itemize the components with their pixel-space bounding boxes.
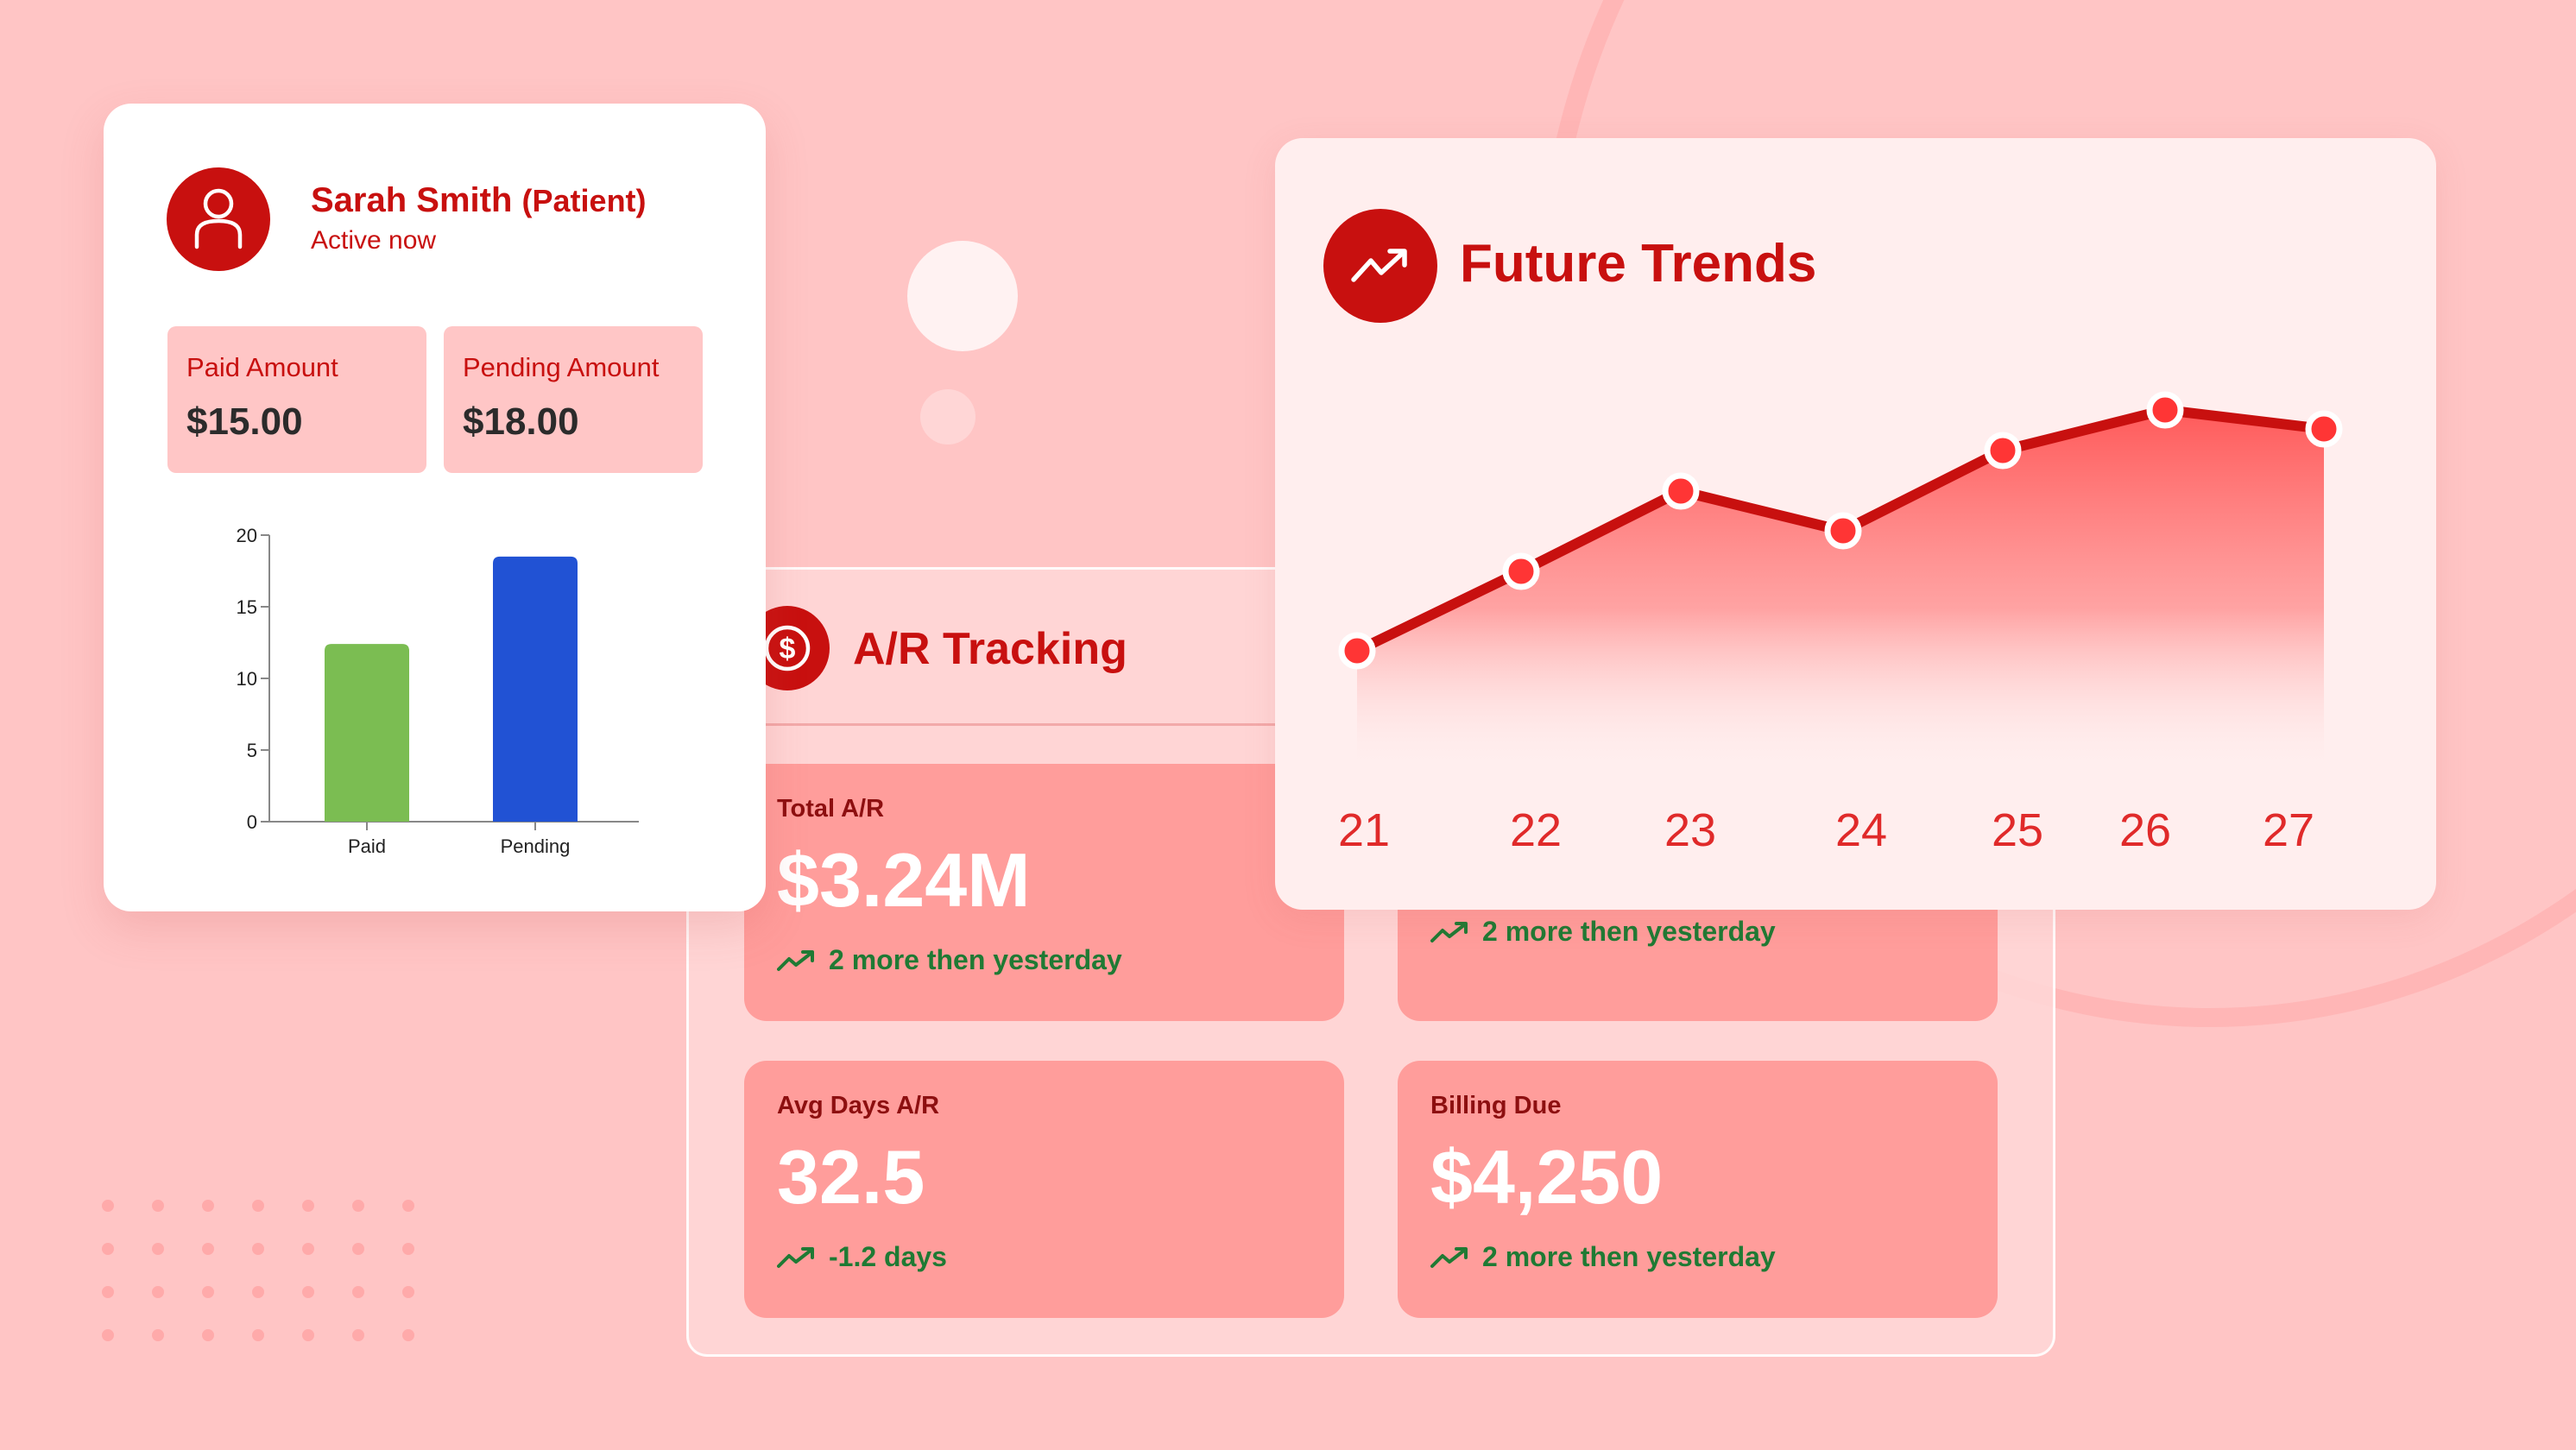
payment-bar-chart: 0 5 10 15 20 Paid Pending — [237, 525, 639, 857]
trending-up-icon — [1323, 209, 1437, 323]
svg-text:27: 27 — [2263, 804, 2314, 856]
svg-text:21: 21 — [1338, 804, 1390, 856]
trending-up-icon — [777, 949, 814, 971]
background-circle-large — [907, 241, 1018, 351]
pending-amount-value: $18.00 — [463, 400, 579, 443]
patient-status: Active now — [311, 226, 437, 255]
stat-trend-text: 2 more then yesterday — [829, 944, 1122, 975]
patient-name: Sarah Smith (Patient) — [311, 181, 647, 220]
svg-text:10: 10 — [237, 668, 257, 690]
svg-text:$: $ — [780, 633, 796, 665]
ar-tracking-title: A/R Tracking — [853, 624, 1127, 674]
data-point — [1984, 432, 2022, 470]
stat-value: $4,250 — [1430, 1134, 1664, 1220]
background-circle-small — [920, 389, 975, 444]
stat-card-avg-days-ar[interactable]: Avg Days A/R 32.5 -1.2 days — [744, 1061, 1344, 1318]
trending-up-icon — [1430, 1246, 1468, 1268]
svg-text:24: 24 — [1835, 804, 1887, 856]
stat-card-billing-due[interactable]: Billing Due $4,250 2 more then yesterday — [1398, 1061, 1998, 1318]
stat-trend: 2 more then yesterday — [1430, 1241, 1965, 1273]
stat-trend: 2 more then yesterday — [1430, 916, 1965, 948]
paid-amount-value: $15.00 — [186, 400, 303, 443]
svg-text:Paid: Paid — [348, 835, 386, 857]
paid-amount-box: Paid Amount $15.00 — [167, 326, 426, 473]
stat-label: Avg Days A/R — [777, 1092, 940, 1119]
trending-up-icon — [1430, 921, 1468, 942]
svg-text:25: 25 — [1992, 804, 2043, 856]
bar-paid — [325, 644, 409, 822]
data-point — [1662, 472, 1700, 510]
stat-label: Billing Due — [1430, 1092, 1562, 1119]
data-point — [1824, 512, 1862, 550]
svg-text:Pending: Pending — [501, 835, 571, 857]
patient-name-text: Sarah Smith — [311, 181, 513, 219]
svg-text:5: 5 — [247, 740, 257, 761]
stat-trend: 2 more then yesterday — [777, 944, 1311, 976]
pending-amount-label: Pending Amount — [463, 352, 660, 382]
paid-amount-label: Paid Amount — [186, 352, 338, 382]
bar-pending — [493, 556, 578, 822]
avatar[interactable] — [167, 167, 270, 271]
pending-amount-box: Pending Amount $18.00 — [444, 326, 703, 473]
patient-role: (Patient) — [521, 183, 647, 218]
svg-text:26: 26 — [2119, 804, 2171, 856]
trending-up-icon — [777, 1246, 814, 1268]
future-trends-chart: 21 22 23 24 25 26 27 — [1338, 391, 2343, 856]
svg-text:23: 23 — [1664, 804, 1716, 856]
patient-card: Sarah Smith (Patient) Active now Paid Am… — [104, 104, 766, 911]
data-point — [2305, 410, 2343, 448]
user-icon — [194, 188, 243, 249]
svg-text:22: 22 — [1510, 804, 1562, 856]
data-point — [2146, 391, 2184, 429]
stat-trend: -1.2 days — [777, 1241, 1311, 1273]
stat-label: Total A/R — [777, 795, 885, 823]
svg-text:0: 0 — [247, 811, 257, 833]
stat-value: 32.5 — [777, 1134, 925, 1220]
data-point — [1338, 632, 1376, 670]
data-point — [1502, 552, 1540, 590]
future-trends-card: 21 22 23 24 25 26 27 Future Trends — [1275, 138, 2436, 910]
stat-trend-text: 2 more then yesterday — [1482, 916, 1776, 947]
stat-trend-text: 2 more then yesterday — [1482, 1241, 1776, 1272]
svg-text:15: 15 — [237, 596, 257, 618]
stat-trend-text: -1.2 days — [829, 1241, 947, 1272]
stat-value: $3.24M — [777, 837, 1031, 923]
stat-card-total-ar[interactable]: Total A/R $3.24M 2 more then yesterday — [744, 764, 1344, 1021]
svg-text:20: 20 — [237, 525, 257, 546]
future-trends-title: Future Trends — [1460, 234, 1817, 293]
background-dot-grid — [102, 1200, 414, 1341]
